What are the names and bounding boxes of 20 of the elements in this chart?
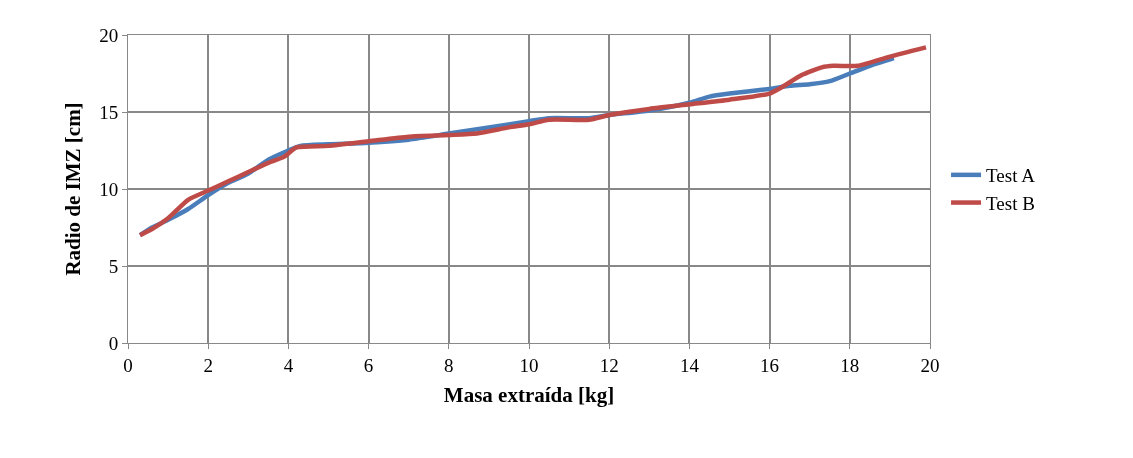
y-tick-label: 20 xyxy=(99,24,119,46)
x-tick-label: 20 xyxy=(920,354,940,376)
x-tick-label: 12 xyxy=(599,354,619,376)
y-axis-title: Radio de IMZ [cm] xyxy=(61,102,86,276)
x-tick-label: 2 xyxy=(203,354,213,376)
y-tick-label: 10 xyxy=(99,178,119,200)
x-tick-label: 4 xyxy=(283,354,294,376)
y-tick-label: 0 xyxy=(108,332,119,354)
y-tick-label: 5 xyxy=(108,255,119,277)
legend-label: Test A xyxy=(986,165,1036,187)
x-tick-label: 14 xyxy=(679,354,700,376)
x-tick-label: 0 xyxy=(123,354,133,376)
x-tick-label: 18 xyxy=(840,354,860,376)
x-tick-label: 6 xyxy=(363,354,374,376)
x-tick-label: 16 xyxy=(760,354,780,376)
x-axis-title: Masa extraída [kg] xyxy=(443,383,615,407)
x-tick-label: 10 xyxy=(519,354,539,376)
legend-label: Test B xyxy=(986,192,1035,214)
x-tick-label: 8 xyxy=(444,354,454,376)
y-tick-label: 15 xyxy=(99,101,119,123)
